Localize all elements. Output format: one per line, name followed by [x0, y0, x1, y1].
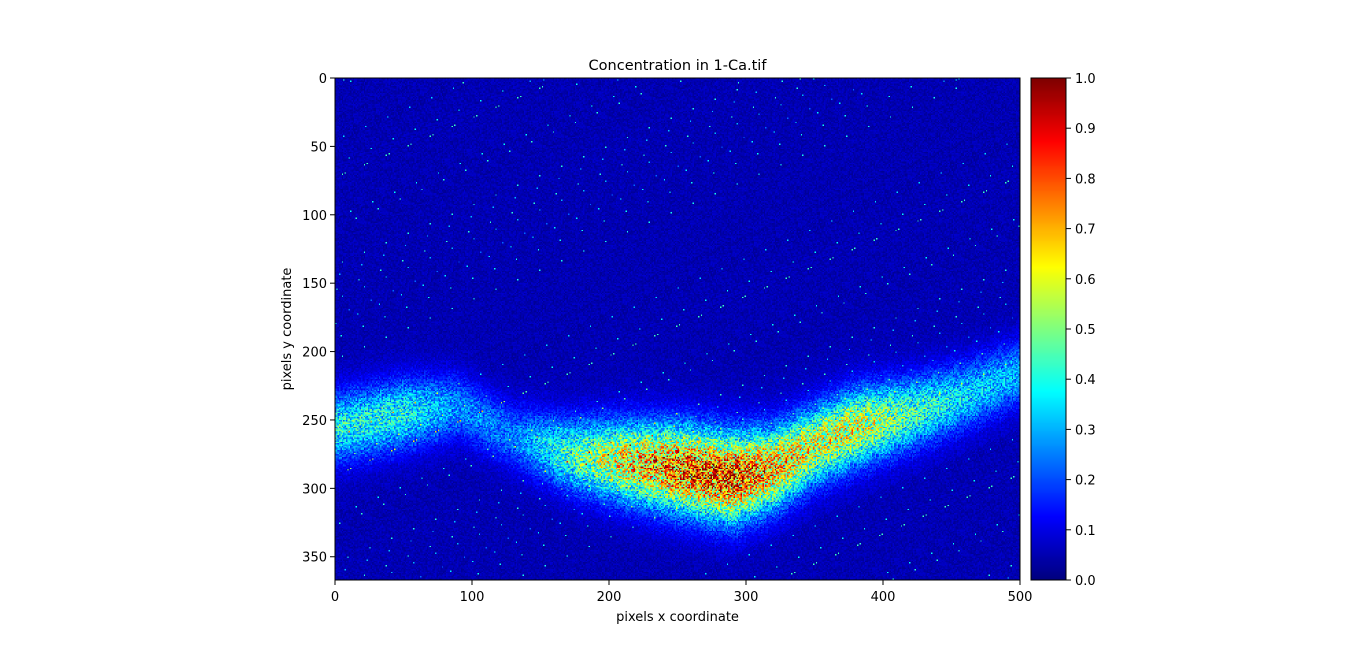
y-tick-label: 0: [319, 72, 327, 87]
y-tick-label: 150: [302, 277, 327, 292]
colorbar-tick-label: 0.6: [1075, 273, 1096, 288]
colorbar-tick-label: 0.9: [1075, 122, 1096, 137]
colorbar-ticks: 0.0 0.1 0.2 0.3 0.4 0.5 0.6 0.7 0.8 0.9 1.0: [1066, 72, 1096, 589]
colorbar-frame: [1030, 77, 1067, 581]
x-tick-label: 200: [597, 590, 622, 605]
y-tick-label: 250: [302, 414, 327, 429]
x-tick-label: 0: [331, 590, 339, 605]
y-tick-label: 200: [302, 346, 327, 361]
colorbar-gradient: [1031, 78, 1066, 580]
x-tick-label: 100: [460, 590, 485, 605]
x-tick-label: 500: [1008, 590, 1033, 605]
chart-title: Concentration in 1-Ca.tif: [589, 58, 768, 74]
y-tick-label: 350: [302, 551, 327, 566]
colorbar-tick-label: 0.8: [1075, 172, 1096, 187]
y-tick-label: 300: [302, 482, 327, 497]
colorbar-tick-label: 0.0: [1075, 574, 1096, 589]
colorbar-tick-label: 0.5: [1075, 323, 1096, 338]
colorbar-tick-label: 0.2: [1075, 474, 1096, 489]
colorbar-tick-label: 0.3: [1075, 423, 1096, 438]
colorbar-tick-label: 1.0: [1075, 72, 1096, 87]
x-ticks: 0 100 200 300 400 500: [331, 580, 1033, 605]
y-ticks: 0 50 100 150 200 250 300 350: [302, 72, 335, 566]
colorbar-tick-label: 0.7: [1075, 223, 1096, 238]
x-tick-label: 400: [871, 590, 896, 605]
y-tick-label: 50: [310, 140, 327, 155]
colorbar-tick-label: 0.4: [1075, 373, 1096, 388]
colorbar-tick-label: 0.1: [1075, 524, 1096, 539]
y-tick-label: 100: [302, 209, 327, 224]
x-tick-label: 300: [734, 590, 759, 605]
plot-frame: [334, 77, 1021, 581]
y-axis-label: pixels y coordinate: [280, 268, 295, 391]
heatmap-image: [335, 78, 1020, 580]
x-axis-label: pixels x coordinate: [616, 610, 739, 625]
